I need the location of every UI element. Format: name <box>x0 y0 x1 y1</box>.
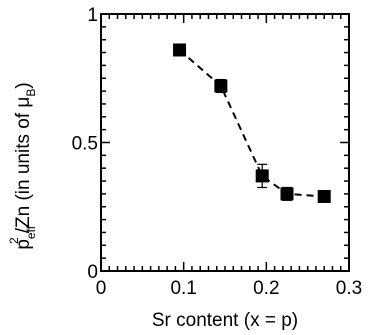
data-point <box>214 79 228 93</box>
data-point <box>280 187 294 201</box>
y-axis-title-sq: 2 <box>7 237 21 244</box>
y-axis-title-p: p <box>13 239 34 250</box>
y-tick-label: 0.5 <box>72 134 98 155</box>
y-axis-title-zn: /Zn (in units of μ <box>13 97 34 234</box>
x-axis-title: Sr content (x = p) <box>152 310 298 331</box>
series-line <box>178 49 325 198</box>
y-axis-title-close: ) <box>13 82 34 88</box>
x-tick-label: 0 <box>96 278 107 299</box>
y-tick-label: 0 <box>87 262 98 283</box>
plot-frame <box>100 13 350 272</box>
y-axis-title-b: B <box>24 89 38 97</box>
data-point <box>317 189 331 203</box>
x-tick-label: 0.2 <box>253 278 279 299</box>
x-tick-label: 0.1 <box>170 278 196 299</box>
data-point <box>173 43 187 57</box>
y-axis-title-eff: eff <box>24 225 38 239</box>
y-axis-title: peff2/Zn (in units of μB) <box>7 82 38 249</box>
y-tick-label: 1 <box>87 5 98 26</box>
x-tick-label: 0.3 <box>336 278 362 299</box>
data-point <box>255 169 269 183</box>
